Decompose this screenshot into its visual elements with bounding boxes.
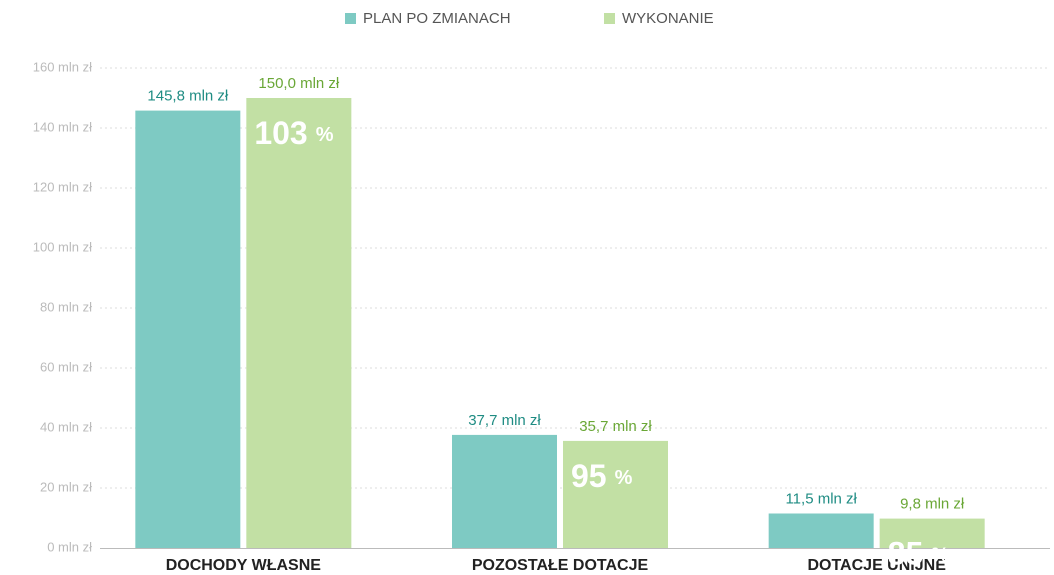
bar: [246, 98, 352, 548]
percent-unit: %: [615, 467, 633, 489]
value-label: 150,0 mln zł: [258, 75, 340, 92]
percent-unit: %: [931, 545, 949, 567]
percent-value: 103: [254, 115, 307, 151]
percent-label: 85%: [888, 536, 950, 572]
y-tick-label: 40 mln zł: [40, 419, 92, 434]
value-label: 9,8 mln zł: [900, 496, 965, 513]
value-label: 35,7 mln zł: [579, 418, 652, 435]
percent-label: 103%: [254, 115, 333, 151]
value-label: 11,5 mln zł: [785, 490, 857, 507]
y-tick-label: 60 mln zł: [40, 359, 92, 374]
value-label: 37,7 mln zł: [468, 412, 541, 429]
y-tick-label: 160 mln zł: [33, 59, 92, 74]
y-tick-label: 140 mln zł: [33, 119, 92, 134]
y-tick-label: 100 mln zł: [33, 239, 92, 254]
legend-swatch: [604, 13, 615, 24]
bar: [768, 513, 874, 548]
y-tick-label: 0 mln zł: [47, 539, 92, 554]
bar: [135, 110, 241, 548]
x-tick-label: DOTACJE UNIJNE: [807, 557, 946, 574]
percent-label: 95%: [571, 458, 633, 494]
x-tick-label: POZOSTAŁE DOTACJE: [472, 557, 649, 574]
y-tick-label: 20 mln zł: [40, 479, 92, 494]
legend-label: WYKONANIE: [622, 10, 714, 27]
value-label: 145,8 mln zł: [147, 88, 229, 105]
y-tick-label: 120 mln zł: [33, 179, 92, 194]
percent-value: 85: [888, 536, 924, 572]
legend-swatch: [345, 13, 356, 24]
bar: [879, 518, 985, 548]
y-tick-label: 80 mln zł: [40, 299, 92, 314]
percent-unit: %: [316, 124, 334, 146]
bar: [452, 434, 557, 548]
x-tick-label: DOCHODY WŁASNE: [166, 557, 322, 574]
bar: [563, 440, 668, 548]
legend-label: PLAN PO ZMIANACH: [363, 10, 511, 27]
percent-value: 95: [571, 458, 607, 494]
